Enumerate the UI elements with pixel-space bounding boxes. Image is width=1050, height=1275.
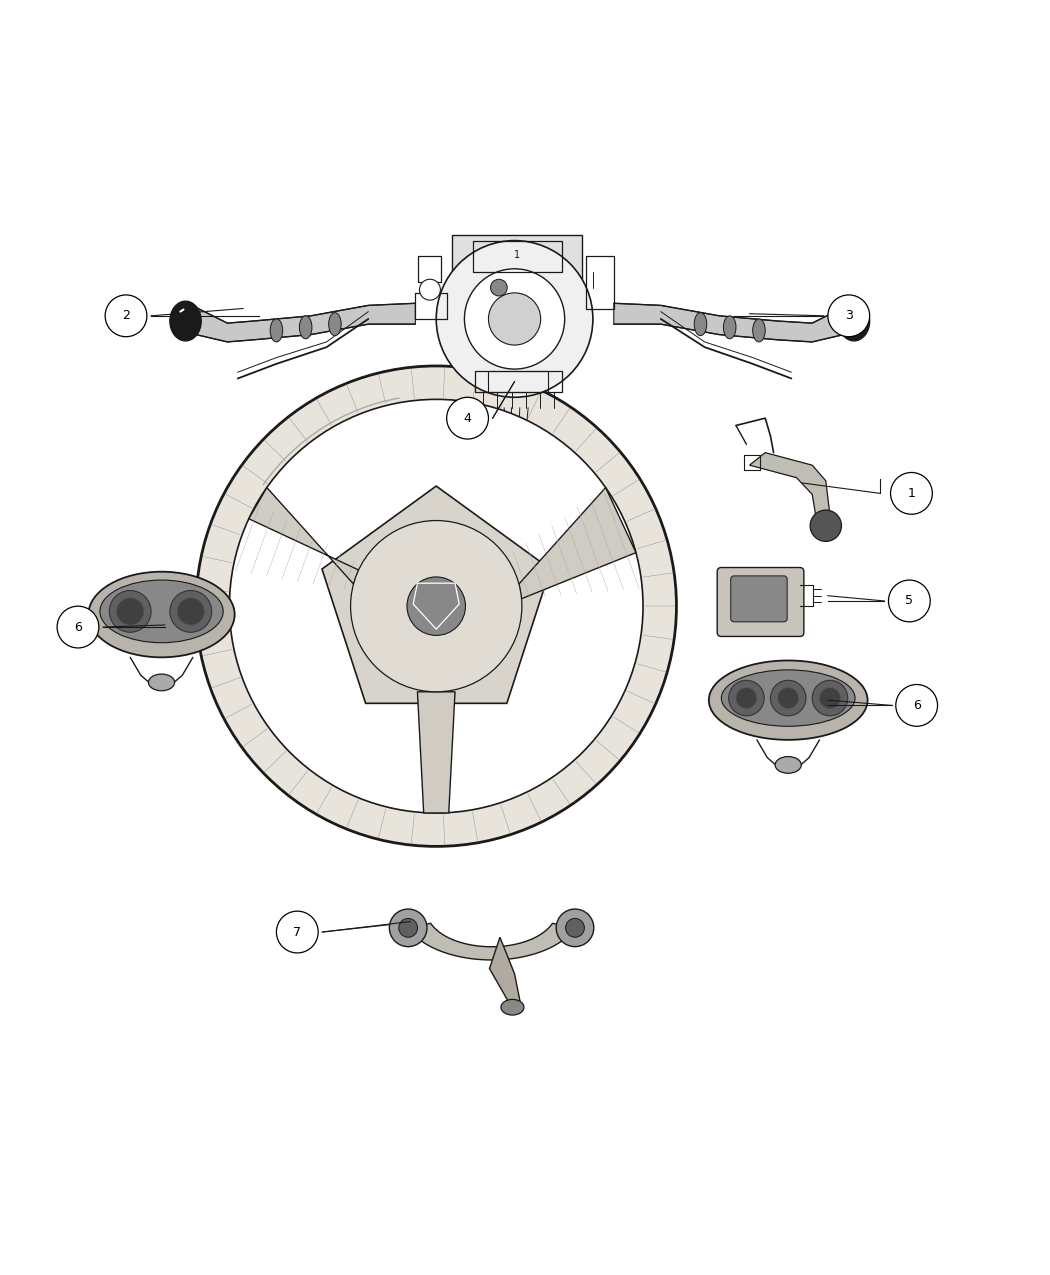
Circle shape [109, 590, 151, 632]
Circle shape [488, 293, 541, 346]
Circle shape [813, 681, 847, 715]
Circle shape [170, 590, 212, 632]
Circle shape [464, 269, 565, 368]
Circle shape [420, 279, 440, 300]
Circle shape [566, 918, 585, 937]
Polygon shape [418, 692, 455, 813]
Circle shape [390, 909, 427, 946]
Polygon shape [408, 923, 575, 960]
Circle shape [57, 606, 99, 648]
Circle shape [556, 909, 594, 946]
Ellipse shape [299, 316, 312, 339]
Circle shape [196, 366, 676, 847]
Ellipse shape [270, 319, 282, 342]
Text: 2: 2 [122, 310, 130, 323]
Text: 6: 6 [75, 621, 82, 634]
Circle shape [490, 279, 507, 296]
Polygon shape [489, 937, 521, 1005]
Ellipse shape [148, 674, 174, 691]
Ellipse shape [501, 1000, 524, 1015]
Ellipse shape [709, 660, 867, 740]
Ellipse shape [775, 756, 801, 773]
Ellipse shape [88, 571, 234, 658]
Text: 4: 4 [464, 412, 471, 425]
Circle shape [778, 687, 799, 709]
Circle shape [890, 473, 932, 514]
Ellipse shape [694, 312, 707, 335]
Ellipse shape [753, 319, 765, 342]
Circle shape [351, 520, 522, 692]
Text: 6: 6 [912, 699, 921, 711]
Circle shape [105, 295, 147, 337]
Ellipse shape [723, 316, 736, 339]
Text: 1: 1 [513, 250, 520, 260]
Polygon shape [614, 303, 843, 342]
Polygon shape [519, 487, 636, 599]
Circle shape [827, 295, 869, 337]
Polygon shape [196, 303, 416, 342]
FancyBboxPatch shape [717, 567, 804, 636]
Text: 7: 7 [293, 926, 301, 938]
Circle shape [888, 580, 930, 622]
Text: 3: 3 [845, 310, 853, 323]
Circle shape [771, 681, 806, 715]
Circle shape [896, 685, 938, 727]
Circle shape [811, 510, 841, 542]
Polygon shape [249, 487, 359, 584]
Circle shape [276, 912, 318, 952]
Circle shape [736, 687, 757, 709]
Text: 1: 1 [907, 487, 916, 500]
Ellipse shape [329, 312, 341, 335]
Ellipse shape [838, 301, 869, 340]
Polygon shape [452, 236, 583, 288]
FancyBboxPatch shape [731, 576, 788, 622]
Circle shape [177, 598, 205, 625]
Polygon shape [750, 453, 830, 525]
Circle shape [446, 398, 488, 439]
Ellipse shape [170, 301, 202, 340]
Circle shape [229, 399, 643, 813]
Circle shape [729, 681, 764, 715]
Circle shape [820, 687, 840, 709]
Ellipse shape [100, 580, 224, 643]
Circle shape [436, 241, 593, 398]
Polygon shape [322, 486, 550, 704]
Circle shape [117, 598, 144, 625]
Text: 5: 5 [905, 594, 914, 607]
Circle shape [399, 918, 418, 937]
Circle shape [407, 576, 465, 635]
Ellipse shape [721, 669, 855, 727]
